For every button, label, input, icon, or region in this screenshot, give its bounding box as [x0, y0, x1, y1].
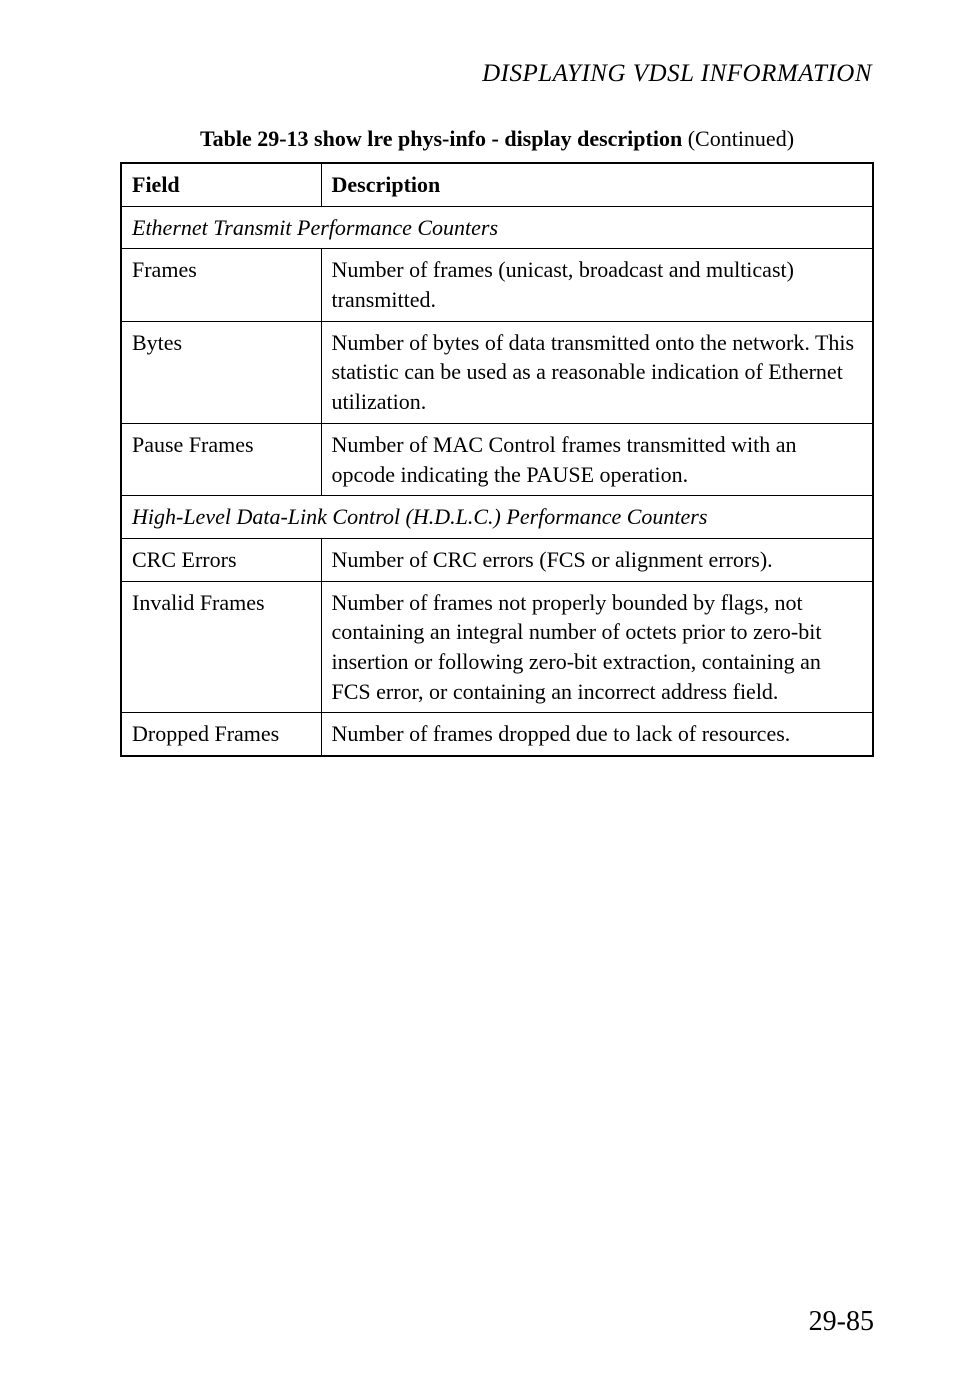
desc-cell: Number of bytes of data transmitted onto…: [321, 321, 873, 423]
desc-cell: Number of frames (unicast, broadcast and…: [321, 249, 873, 321]
desc-cell: Number of MAC Control frames transmitted…: [321, 423, 873, 495]
desc-cell: Number of frames dropped due to lack of …: [321, 713, 873, 756]
desc-cell: Number of frames not properly bounded by…: [321, 581, 873, 713]
page: DISPLAYING VDSL INFORMATION Table 29-13 …: [0, 0, 954, 1388]
running-head: DISPLAYING VDSL INFORMATION: [120, 60, 872, 88]
field-cell: Pause Frames: [121, 423, 321, 495]
header-description: Description: [321, 163, 873, 206]
field-cell: Frames: [121, 249, 321, 321]
section-label: Ethernet Transmit Performance Counters: [121, 206, 873, 249]
caption-suffix: (Continued): [682, 126, 794, 151]
header-field: Field: [121, 163, 321, 206]
table-row: Invalid Frames Number of frames not prop…: [121, 581, 873, 713]
caption-bold: Table 29-13 show lre phys-info - display…: [200, 126, 682, 151]
table-caption: Table 29-13 show lre phys-info - display…: [120, 126, 874, 152]
desc-cell: Number of CRC errors (FCS or alignment e…: [321, 538, 873, 581]
table-row: Pause Frames Number of MAC Control frame…: [121, 423, 873, 495]
page-number: 29-85: [809, 1306, 874, 1338]
description-table: Field Description Ethernet Transmit Perf…: [120, 162, 874, 757]
field-cell: Invalid Frames: [121, 581, 321, 713]
table-row: CRC Errors Number of CRC errors (FCS or …: [121, 538, 873, 581]
table-row: Frames Number of frames (unicast, broadc…: [121, 249, 873, 321]
table-header-row: Field Description: [121, 163, 873, 206]
table-row: Bytes Number of bytes of data transmitte…: [121, 321, 873, 423]
section-row: High-Level Data-Link Control (H.D.L.C.) …: [121, 496, 873, 539]
field-cell: CRC Errors: [121, 538, 321, 581]
table-row: Dropped Frames Number of frames dropped …: [121, 713, 873, 756]
section-row: Ethernet Transmit Performance Counters: [121, 206, 873, 249]
field-cell: Dropped Frames: [121, 713, 321, 756]
field-cell: Bytes: [121, 321, 321, 423]
section-label: High-Level Data-Link Control (H.D.L.C.) …: [121, 496, 873, 539]
